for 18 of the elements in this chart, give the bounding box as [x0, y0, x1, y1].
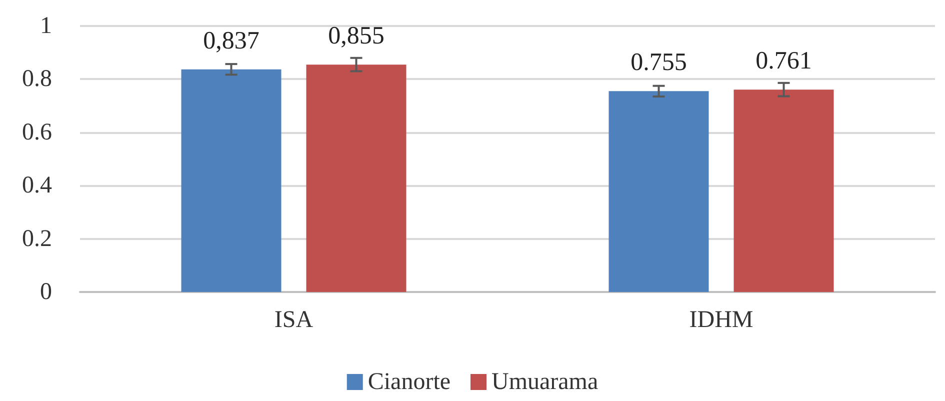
data-label: 0,855	[328, 22, 384, 50]
data-label: 0.755	[630, 49, 687, 76]
y-tick-label: 0	[40, 279, 52, 305]
legend-label: Umuarama	[492, 369, 598, 395]
legend-label: Cianorte	[368, 369, 451, 395]
bar	[306, 64, 406, 292]
bar	[608, 91, 709, 292]
y-tick-label: 1	[40, 13, 52, 39]
data-label: 0,837	[203, 27, 260, 54]
x-tick-label: IDHM	[689, 307, 754, 333]
y-tick-label: 0.2	[22, 226, 52, 252]
y-tick-label: 0.6	[22, 119, 52, 146]
bar	[181, 69, 282, 292]
x-tick-label: ISA	[274, 307, 314, 333]
data-label: 0.761	[756, 48, 812, 75]
bar	[734, 90, 834, 292]
y-tick-label: 0.4	[22, 172, 52, 199]
y-tick-label: 0.8	[22, 66, 52, 92]
